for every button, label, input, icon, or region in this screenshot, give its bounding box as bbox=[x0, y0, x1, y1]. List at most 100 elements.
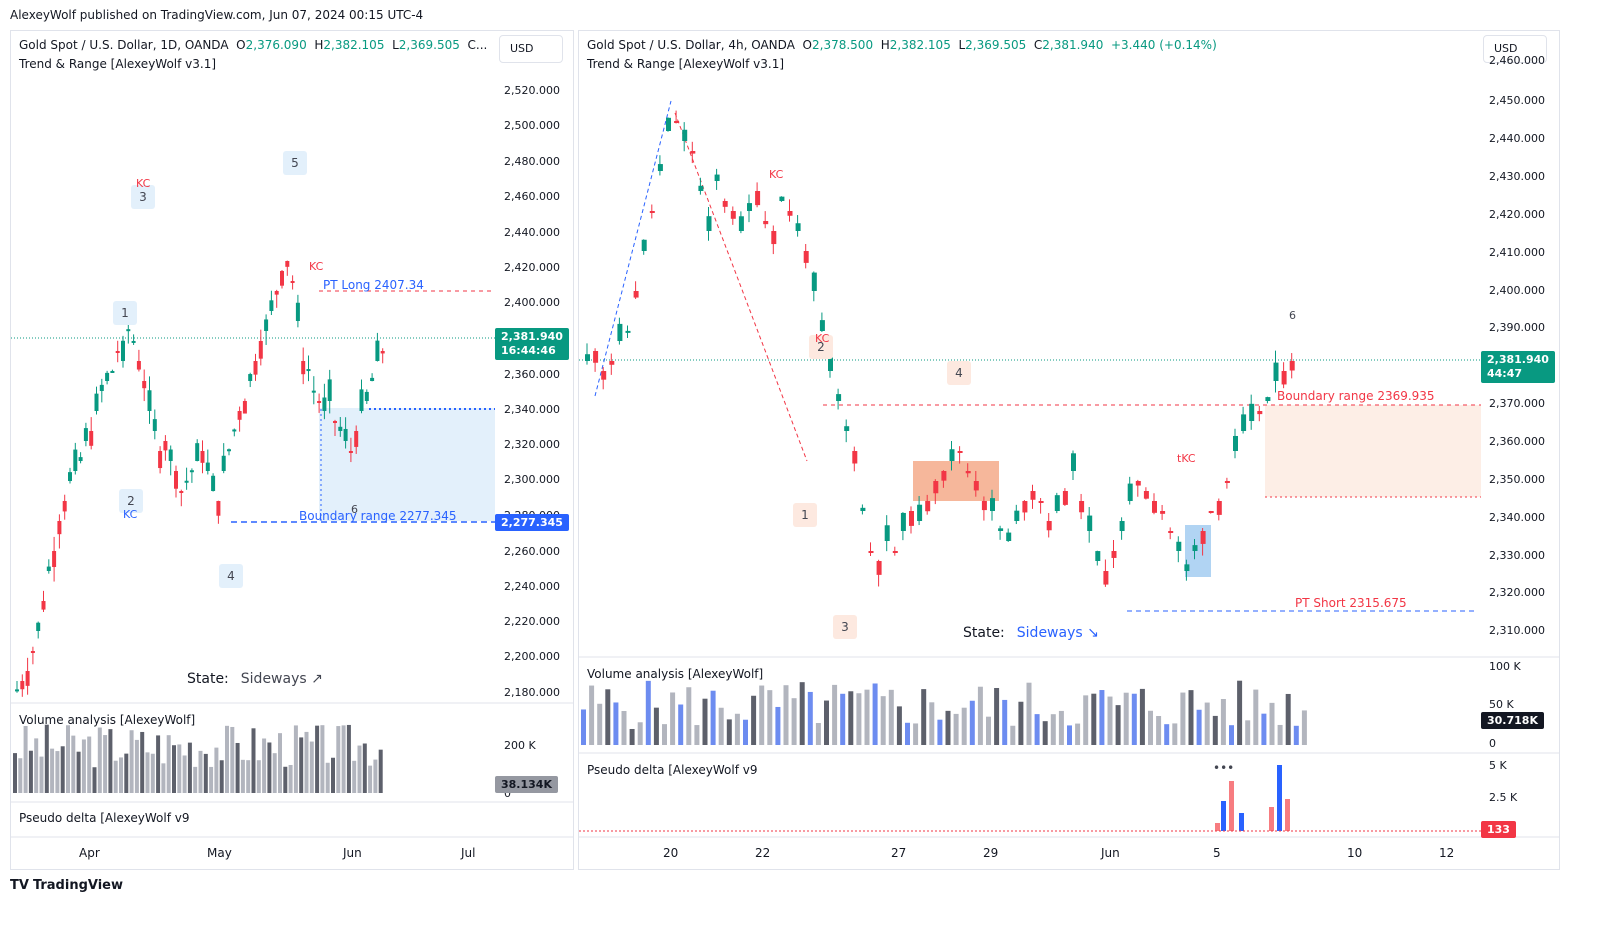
delta-bar bbox=[1215, 823, 1220, 831]
time-label-22: 22 bbox=[755, 846, 771, 860]
state-label-4h: State: bbox=[963, 625, 1005, 641]
tkc-label: tKC bbox=[1177, 452, 1196, 465]
candle bbox=[110, 370, 115, 373]
price-tick-label: 2,390.000 bbox=[1489, 321, 1545, 334]
candle bbox=[1143, 491, 1149, 499]
volume-pane-title[interactable]: Volume analysis [AlexeyWolf] bbox=[19, 713, 196, 727]
volume-bar bbox=[734, 713, 740, 745]
volume-bar bbox=[913, 723, 919, 745]
volume-bar bbox=[1091, 693, 1097, 745]
volume-bar bbox=[209, 766, 214, 793]
volume-bar bbox=[81, 739, 86, 793]
chart-panel-4h[interactable]: Gold Spot / U.S. Dollar, 4h, OANDA O2,37… bbox=[578, 30, 1560, 870]
candle bbox=[189, 470, 194, 473]
ohlc-low-4h: 2,369.505 bbox=[965, 38, 1027, 52]
volume-bar bbox=[605, 689, 611, 745]
chart-panel-daily[interactable]: Gold Spot / U.S. Dollar, 1D, OANDA O2,37… bbox=[10, 30, 574, 870]
candle bbox=[990, 498, 995, 511]
candle bbox=[949, 449, 955, 461]
ohlc-close-label: C... bbox=[467, 38, 488, 52]
candle bbox=[200, 451, 205, 463]
price-tick-label: 2,200.000 bbox=[504, 650, 560, 663]
tradingview-brand[interactable]: TV TradingView bbox=[10, 878, 123, 893]
4h-chart-canvas[interactable] bbox=[579, 31, 1559, 869]
currency-selector[interactable]: USD bbox=[499, 35, 563, 63]
ohlc-change-4h: +3.440 (+0.14%) bbox=[1110, 38, 1217, 52]
price-tick-label: 2,450.000 bbox=[1489, 94, 1545, 107]
volume-bar bbox=[726, 719, 732, 745]
volume-axis-zero: 0 bbox=[504, 787, 511, 800]
candle bbox=[1208, 511, 1214, 513]
trend-state-4h: State: Sideways ↘ bbox=[963, 625, 1099, 641]
volume-bar bbox=[267, 742, 272, 793]
volume-bar bbox=[44, 724, 49, 793]
volume-bar bbox=[1204, 702, 1210, 745]
state-label: State: bbox=[187, 671, 229, 687]
candle bbox=[306, 369, 311, 372]
delta-pane-title[interactable]: Pseudo delta [AlexeyWolf v9 bbox=[19, 811, 190, 825]
volume-pane-title-4h[interactable]: Volume analysis [AlexeyWolf] bbox=[587, 667, 764, 681]
volume-bar bbox=[1010, 725, 1016, 745]
volume-bar bbox=[896, 706, 902, 745]
wave-marker-2: 2 bbox=[119, 489, 143, 513]
candle bbox=[601, 371, 607, 380]
volume-bar bbox=[362, 743, 367, 793]
price-tick-label: 2,480.000 bbox=[504, 155, 560, 168]
symbol-title-4h[interactable]: Gold Spot / U.S. Dollar, 4h, OANDA O2,37… bbox=[587, 38, 1217, 52]
candle bbox=[925, 501, 931, 512]
volume-bar bbox=[304, 731, 309, 793]
volume-bar bbox=[1099, 690, 1105, 745]
price-tick-label: 2,360.000 bbox=[1489, 435, 1545, 448]
volume-bar bbox=[336, 726, 341, 793]
volume-bar bbox=[251, 728, 256, 793]
delta-axis-top: 5 K bbox=[1489, 759, 1507, 772]
volume-bar bbox=[172, 745, 176, 793]
volume-bar bbox=[198, 750, 203, 793]
volume-last-tag-4h: 30.718K bbox=[1481, 712, 1544, 729]
candle bbox=[755, 191, 761, 206]
price-tick-label: 2,500.000 bbox=[504, 119, 560, 132]
volume-bar bbox=[13, 753, 17, 793]
price-tick-label: 2,460.000 bbox=[1489, 54, 1545, 67]
delta-pane-title-4h[interactable]: Pseudo delta [AlexeyWolf v9 bbox=[587, 763, 758, 777]
candle bbox=[327, 379, 332, 401]
volume-bar bbox=[856, 693, 862, 745]
price-tick-label: 2,340.000 bbox=[504, 403, 560, 416]
boundary-range-label: Boundary range 2277.345 bbox=[299, 509, 457, 523]
volume-bar bbox=[589, 685, 595, 745]
candle bbox=[301, 361, 306, 375]
daily-chart-canvas[interactable] bbox=[11, 31, 573, 869]
volume-bar bbox=[325, 762, 330, 793]
volume-bar bbox=[953, 713, 959, 745]
indicator-title[interactable]: Trend & Range [AlexeyWolf v3.1] bbox=[19, 57, 217, 71]
symbol-title[interactable]: Gold Spot / U.S. Dollar, 1D, OANDA O2,37… bbox=[19, 38, 487, 52]
candle bbox=[285, 261, 290, 267]
volume-bar bbox=[87, 736, 92, 793]
volume-bar bbox=[193, 766, 198, 793]
volume-bar bbox=[1212, 715, 1218, 745]
candle bbox=[1038, 501, 1044, 503]
volume-bar bbox=[1285, 693, 1291, 745]
price-tick-label: 2,330.000 bbox=[1489, 549, 1545, 562]
candle bbox=[795, 223, 801, 231]
candle bbox=[998, 528, 1004, 531]
currency-selector-4h[interactable]: USD bbox=[1483, 35, 1547, 63]
time-label-29: 29 bbox=[983, 846, 999, 860]
candle bbox=[359, 389, 364, 411]
price-tick-label: 2,420.000 bbox=[1489, 208, 1545, 221]
candle bbox=[1152, 501, 1157, 513]
volume-bar bbox=[92, 767, 97, 793]
candle bbox=[1022, 501, 1028, 513]
symbol-name-4h: Gold Spot / U.S. Dollar, 4h, OANDA bbox=[587, 38, 795, 52]
indicator-title-4h[interactable]: Trend & Range [AlexeyWolf v3.1] bbox=[587, 57, 785, 71]
wave-marker-4-4h: 4 bbox=[947, 361, 971, 385]
volume-bar bbox=[783, 685, 789, 745]
candle bbox=[941, 471, 947, 481]
volume-bar bbox=[1058, 710, 1064, 745]
price-tick-label: 2,220.000 bbox=[504, 615, 560, 628]
candle bbox=[1281, 371, 1287, 385]
trend-line-up bbox=[594, 100, 672, 397]
volume-bar bbox=[1180, 692, 1186, 745]
trend-line-down bbox=[674, 112, 808, 462]
candle bbox=[779, 196, 785, 201]
